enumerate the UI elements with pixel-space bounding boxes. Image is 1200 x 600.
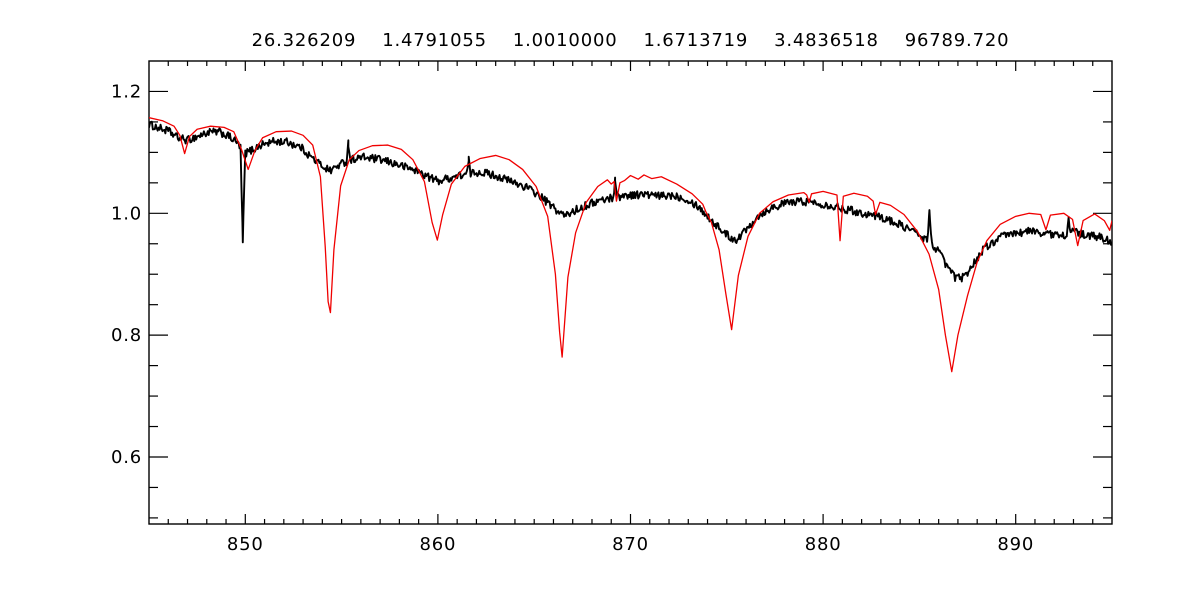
x-tick-label: 860 (420, 534, 457, 555)
x-tick-label: 890 (997, 534, 1034, 555)
x-tick-label: 850 (227, 534, 264, 555)
y-tick-label: 0.6 (111, 447, 142, 468)
y-ticks (149, 90, 1112, 519)
model-spectrum-line (149, 117, 1112, 373)
plot-frame (148, 60, 1113, 525)
y-tick-label: 1.0 (111, 203, 142, 224)
plot-title: 26.326209 1.4791055 1.0010000 1.6713719 … (251, 30, 1010, 51)
x-tick-label: 880 (805, 534, 842, 555)
y-tick-labels: 0.6 0.8 1.0 1.2 (111, 81, 142, 468)
y-tick-label: 0.8 (111, 325, 142, 346)
y-tick-label: 1.2 (111, 81, 142, 102)
x-tick-label: 870 (612, 534, 649, 555)
observed-spectrum-line (149, 120, 1112, 283)
x-tick-labels: 850 860 870 880 890 (227, 534, 1034, 555)
x-ticks (167, 61, 1094, 524)
